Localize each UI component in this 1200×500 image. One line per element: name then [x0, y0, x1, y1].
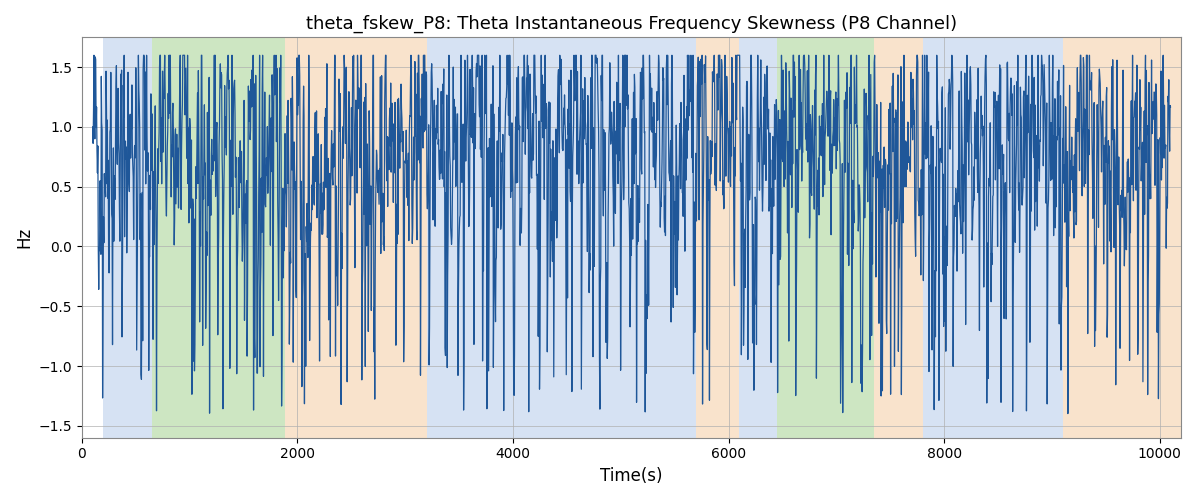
Bar	[778, 38, 874, 438]
Bar	[503, 38, 696, 438]
Bar	[739, 38, 778, 438]
Bar	[152, 38, 284, 438]
Bar	[103, 38, 152, 438]
Bar	[874, 38, 923, 438]
Bar	[923, 38, 1063, 438]
Bar	[427, 38, 503, 438]
X-axis label: Time(s): Time(s)	[600, 467, 662, 485]
Y-axis label: Hz: Hz	[14, 227, 32, 248]
Bar	[284, 38, 427, 438]
Title: theta_fskew_P8: Theta Instantaneous Frequency Skewness (P8 Channel): theta_fskew_P8: Theta Instantaneous Freq…	[306, 15, 958, 34]
Bar	[1063, 38, 1181, 438]
Bar	[696, 38, 739, 438]
